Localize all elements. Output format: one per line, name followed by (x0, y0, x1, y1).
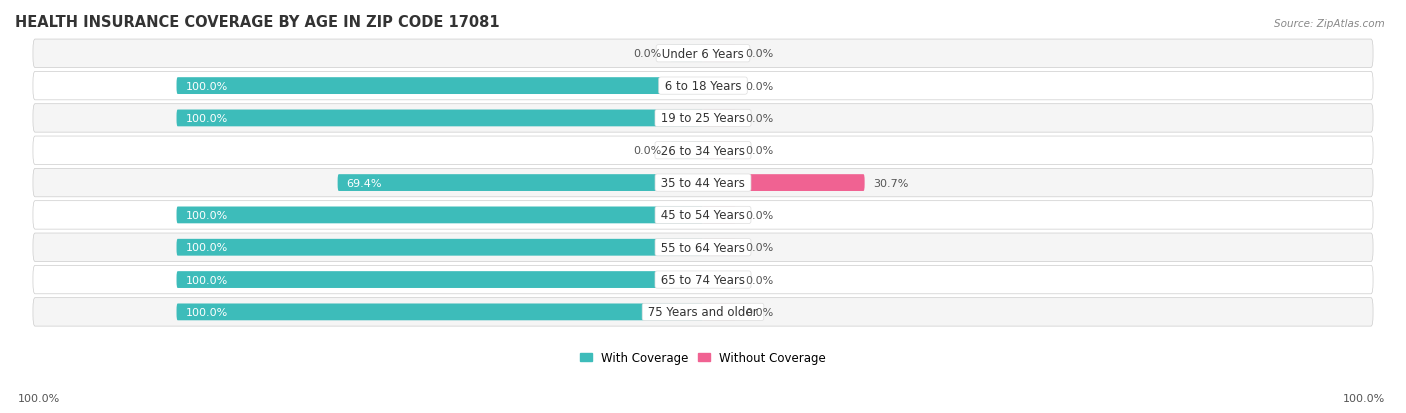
Text: 0.0%: 0.0% (745, 243, 773, 253)
Text: 100.0%: 100.0% (18, 393, 60, 403)
Text: HEALTH INSURANCE COVERAGE BY AGE IN ZIP CODE 17081: HEALTH INSURANCE COVERAGE BY AGE IN ZIP … (15, 15, 499, 30)
Text: 0.0%: 0.0% (745, 210, 773, 221)
Text: 100.0%: 100.0% (186, 307, 228, 317)
Text: 0.0%: 0.0% (745, 49, 773, 59)
Text: 45 to 54 Years: 45 to 54 Years (657, 209, 749, 222)
FancyBboxPatch shape (703, 207, 735, 224)
FancyBboxPatch shape (177, 207, 703, 224)
Text: 100.0%: 100.0% (186, 114, 228, 123)
Text: 0.0%: 0.0% (745, 114, 773, 123)
FancyBboxPatch shape (703, 304, 735, 320)
Text: Source: ZipAtlas.com: Source: ZipAtlas.com (1274, 19, 1385, 28)
FancyBboxPatch shape (32, 298, 1374, 326)
Text: 65 to 74 Years: 65 to 74 Years (657, 273, 749, 286)
Text: 100.0%: 100.0% (186, 243, 228, 253)
Text: 100.0%: 100.0% (186, 275, 228, 285)
FancyBboxPatch shape (703, 271, 735, 288)
FancyBboxPatch shape (32, 72, 1374, 101)
Text: 0.0%: 0.0% (745, 81, 773, 91)
Text: 35 to 44 Years: 35 to 44 Years (657, 177, 749, 190)
Text: Under 6 Years: Under 6 Years (658, 47, 748, 61)
Text: 0.0%: 0.0% (745, 275, 773, 285)
Text: 69.4%: 69.4% (347, 178, 382, 188)
FancyBboxPatch shape (32, 201, 1374, 230)
Text: 0.0%: 0.0% (633, 146, 661, 156)
FancyBboxPatch shape (177, 78, 703, 95)
Text: 0.0%: 0.0% (745, 146, 773, 156)
FancyBboxPatch shape (32, 233, 1374, 262)
FancyBboxPatch shape (703, 175, 865, 192)
FancyBboxPatch shape (703, 239, 735, 256)
FancyBboxPatch shape (703, 142, 735, 159)
FancyBboxPatch shape (177, 271, 703, 288)
FancyBboxPatch shape (177, 239, 703, 256)
Legend: With Coverage, Without Coverage: With Coverage, Without Coverage (575, 347, 831, 369)
FancyBboxPatch shape (32, 137, 1374, 165)
Text: 100.0%: 100.0% (186, 81, 228, 91)
FancyBboxPatch shape (337, 175, 703, 192)
Text: 0.0%: 0.0% (633, 49, 661, 59)
Text: 55 to 64 Years: 55 to 64 Years (657, 241, 749, 254)
Text: 6 to 18 Years: 6 to 18 Years (661, 80, 745, 93)
FancyBboxPatch shape (32, 40, 1374, 68)
Text: 75 Years and older: 75 Years and older (644, 306, 762, 318)
FancyBboxPatch shape (703, 46, 735, 62)
Text: 30.7%: 30.7% (873, 178, 908, 188)
FancyBboxPatch shape (32, 169, 1374, 197)
FancyBboxPatch shape (703, 110, 735, 127)
FancyBboxPatch shape (177, 110, 703, 127)
FancyBboxPatch shape (177, 304, 703, 320)
Text: 100.0%: 100.0% (186, 210, 228, 221)
FancyBboxPatch shape (32, 266, 1374, 294)
FancyBboxPatch shape (671, 142, 703, 159)
Text: 19 to 25 Years: 19 to 25 Years (657, 112, 749, 125)
Text: 26 to 34 Years: 26 to 34 Years (657, 145, 749, 157)
FancyBboxPatch shape (671, 46, 703, 62)
FancyBboxPatch shape (32, 104, 1374, 133)
Text: 100.0%: 100.0% (1343, 393, 1385, 403)
FancyBboxPatch shape (703, 78, 735, 95)
Text: 0.0%: 0.0% (745, 307, 773, 317)
